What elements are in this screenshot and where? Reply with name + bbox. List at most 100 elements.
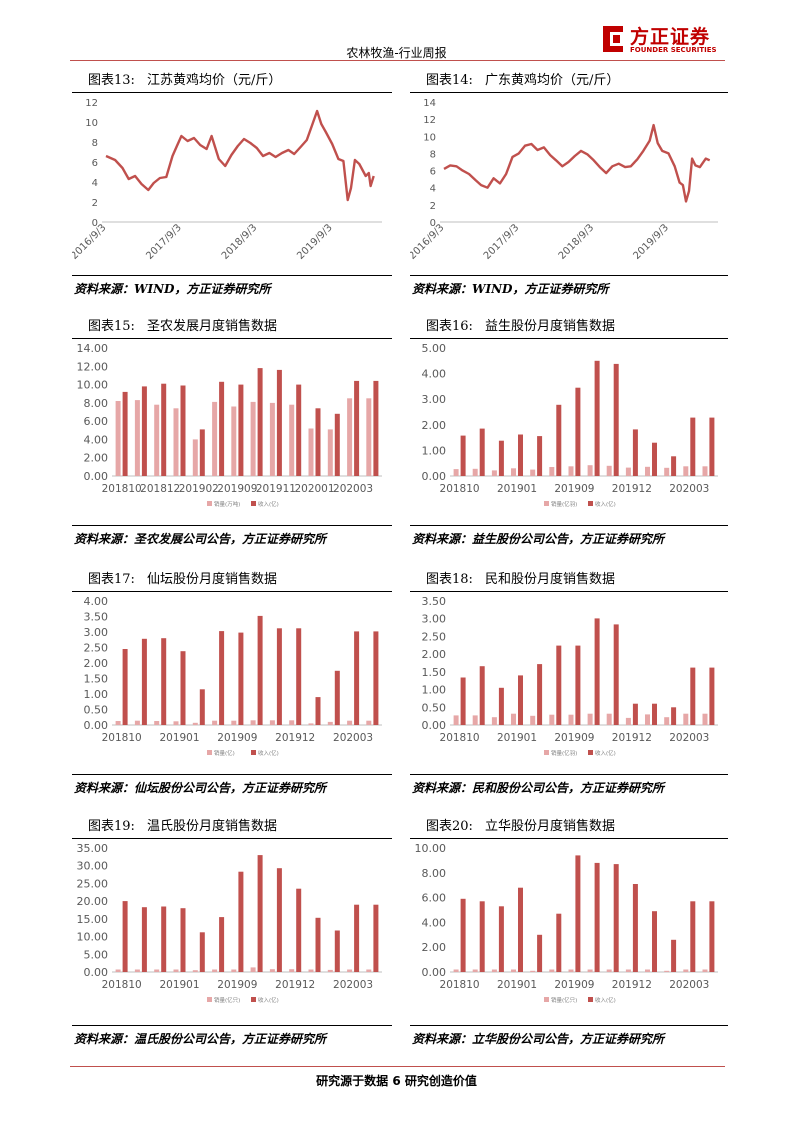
y-tick-label: 2.00	[84, 657, 109, 670]
y-tick-label: 2.00	[422, 648, 447, 661]
bar-revenue	[257, 855, 263, 972]
figure-title: 图表18: 民和股份月度销售数据	[410, 569, 615, 591]
bar-volume	[192, 970, 198, 972]
bar-volume	[366, 969, 372, 972]
bar-volume	[511, 713, 516, 725]
bar-volume	[530, 970, 536, 972]
bar-revenue	[199, 429, 205, 476]
bar-volume	[173, 408, 179, 476]
bar-revenue	[632, 884, 638, 972]
x-tick-label: 201909	[217, 732, 257, 744]
bar-revenue	[373, 380, 379, 476]
figure-source-rule	[72, 275, 392, 276]
footer-divider	[70, 1066, 725, 1067]
bar-volume	[231, 406, 237, 476]
y-tick-label: 1.00	[422, 684, 447, 697]
bar-revenue	[671, 939, 677, 972]
legend-label: 收入(亿)	[595, 749, 616, 757]
y-tick-label: 2.00	[84, 452, 109, 465]
x-tick-label: 201909	[554, 979, 594, 991]
bar-revenue	[652, 911, 657, 972]
bar-volume	[231, 720, 237, 725]
figure-source-rule	[72, 1025, 392, 1026]
bar-revenue	[122, 649, 128, 725]
y-tick-label: 2.50	[84, 642, 109, 655]
x-tick-label: 201810	[440, 732, 480, 744]
bar-revenue	[296, 384, 302, 476]
bar-volume	[664, 970, 670, 972]
bar-volume	[453, 469, 459, 476]
figure-source-rule	[410, 275, 728, 276]
x-tick-label: 201909	[217, 483, 257, 495]
figure-source: 资料来源：仙坛股份公司公告，方正证券研究所	[74, 781, 327, 795]
y-tick-label: 4.00	[84, 433, 109, 446]
figure-title-text: 民和股份月度销售数据	[484, 572, 615, 587]
bar-revenue	[219, 631, 225, 725]
legend-swatch	[544, 501, 549, 506]
bar-volume	[115, 969, 121, 972]
price-line-series	[105, 109, 375, 202]
bar-revenue	[219, 917, 225, 972]
y-tick-label: 3.50	[84, 611, 109, 624]
bar-volume	[683, 969, 689, 972]
bar-volume	[511, 468, 516, 476]
figure-title: 图表20: 立华股份月度销售数据	[410, 816, 615, 838]
bar-revenue	[594, 360, 600, 476]
bar-revenue	[296, 628, 302, 725]
bar-revenue	[498, 440, 504, 476]
y-tick-label: 6	[430, 167, 436, 178]
bar-revenue	[594, 862, 600, 972]
chart: 0.00 0.50 1.00 1.50 2.00 2.50 3.00 3.50 201810 20…	[422, 595, 718, 757]
bar-revenue	[537, 934, 543, 972]
bar-volume	[683, 713, 689, 725]
y-tick-label: 5.00	[422, 342, 447, 355]
bar-volume	[625, 969, 631, 972]
figure-title-rule	[72, 338, 392, 339]
bar-volume	[134, 720, 140, 725]
bar-revenue	[296, 888, 302, 972]
x-tick-label: 202003	[669, 483, 709, 495]
y-tick-label: 14.00	[77, 342, 109, 355]
bar-revenue	[632, 429, 638, 476]
bar-revenue	[690, 417, 696, 476]
x-tick-label: 2019/9/3	[295, 222, 335, 262]
chart: 0.00 2.00 4.00 6.00 8.00 10.00 12.00 14.00 20181…	[77, 342, 382, 508]
x-tick-label: 201909	[217, 979, 257, 991]
bar-revenue	[161, 906, 167, 972]
x-tick-label: 202003	[333, 483, 373, 495]
y-tick-label: 4.00	[422, 368, 447, 381]
figure-title-rule	[410, 591, 728, 592]
bar-revenue	[161, 383, 167, 476]
y-tick-label: 3.00	[422, 613, 447, 626]
bar-revenue	[219, 381, 225, 476]
bar-revenue	[276, 369, 282, 476]
bar-volume	[308, 723, 314, 725]
x-tick-label: 201810	[102, 483, 142, 495]
x-tick-label: 201912	[612, 732, 652, 744]
y-tick-label: 10.00	[77, 379, 109, 392]
bar-revenue	[276, 868, 282, 972]
y-tick-label: 6.00	[422, 892, 447, 905]
y-tick-label: 4.00	[422, 916, 447, 929]
bar-revenue	[141, 638, 147, 725]
bar-revenue	[334, 413, 340, 476]
bar-volume	[154, 721, 160, 725]
bar-volume	[366, 720, 372, 725]
bar-revenue	[709, 901, 715, 972]
x-tick-label: 201901	[159, 732, 199, 744]
bar-volume	[645, 466, 650, 476]
y-tick-label: 5.00	[84, 948, 109, 961]
bar-volume	[269, 402, 275, 476]
y-tick-label: 0.00	[84, 966, 109, 979]
figure-title-text: 江苏黄鸡均价（元/斤）	[146, 73, 282, 88]
figure-source: 资料来源：温氏股份公司公告，方正证券研究所	[74, 1032, 327, 1046]
bar-revenue	[315, 697, 321, 725]
figure-source: 资料来源：益生股份公司公告，方正证券研究所	[412, 532, 665, 546]
bar-revenue	[238, 632, 244, 725]
y-tick-label: 0.50	[84, 704, 109, 717]
bar-revenue	[199, 689, 205, 725]
chart: 0 2 4 6 8 10 12 2016/9/3 2017/9/3 2018/9/3 2019/9/…	[72, 98, 382, 262]
bar-volume	[511, 969, 516, 972]
bar-revenue	[537, 664, 543, 725]
figure-title-rule	[410, 92, 728, 93]
